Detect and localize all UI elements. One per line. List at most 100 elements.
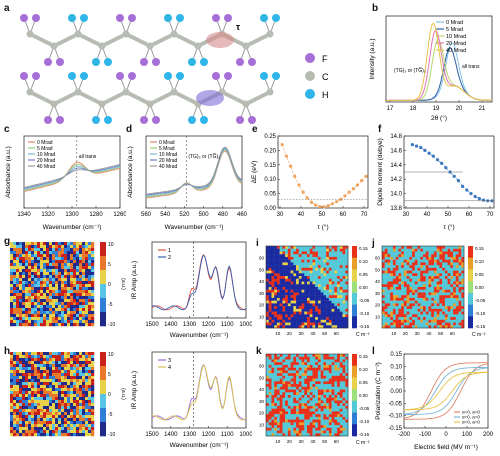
g-map-cell bbox=[16, 263, 20, 267]
h-map-cell bbox=[61, 430, 65, 434]
j-map-cell bbox=[395, 311, 399, 315]
g-map-cell bbox=[34, 284, 38, 288]
g-map-cell bbox=[22, 272, 26, 276]
j-map-cell bbox=[439, 276, 443, 279]
k-map-cell bbox=[307, 370, 310, 374]
h-map-cell bbox=[73, 412, 77, 416]
i-xtick-label: 40 bbox=[310, 331, 316, 336]
h-map-cell bbox=[10, 388, 14, 392]
h-map-cell bbox=[61, 418, 65, 422]
g-map-cell bbox=[22, 257, 26, 261]
k-map-cell bbox=[345, 427, 349, 431]
h-map-cell bbox=[88, 433, 92, 437]
i-map-cell bbox=[309, 292, 313, 296]
g-map-cell bbox=[79, 245, 83, 249]
j-map-cell bbox=[387, 262, 391, 266]
k-map-cell bbox=[317, 419, 321, 423]
j-map-cell bbox=[423, 256, 426, 260]
j-map-cell bbox=[417, 311, 421, 315]
carbon-atom bbox=[266, 30, 274, 38]
i-map-cell bbox=[328, 300, 332, 304]
j-map-cell bbox=[387, 287, 391, 290]
k-map-cell bbox=[301, 386, 305, 390]
i-map-cell bbox=[279, 248, 283, 252]
g-map-cell bbox=[22, 308, 26, 312]
h-map-cell bbox=[91, 418, 95, 422]
g-map-cell bbox=[88, 248, 92, 252]
j-map-cell bbox=[436, 284, 440, 288]
side-atom bbox=[164, 72, 172, 80]
i-map-cell bbox=[293, 254, 297, 258]
h-map-cell bbox=[58, 412, 62, 416]
h-map-cell bbox=[91, 406, 95, 410]
k-map-cell bbox=[301, 400, 305, 404]
j-map-cell bbox=[458, 325, 462, 329]
h-map-cell bbox=[91, 361, 95, 365]
i-map-cell bbox=[296, 317, 299, 320]
h-map-cell bbox=[43, 403, 47, 407]
g-map-cell bbox=[34, 260, 38, 264]
h-map-cell bbox=[55, 400, 59, 404]
j-map-cell bbox=[442, 251, 446, 255]
h-map-cell bbox=[13, 391, 17, 395]
j-map-cell bbox=[401, 276, 405, 279]
g-map-cell bbox=[55, 263, 59, 267]
h-map-cell bbox=[16, 421, 20, 425]
g-map-cell bbox=[19, 284, 23, 288]
g-map-cell bbox=[91, 260, 95, 264]
h-map-cell bbox=[10, 376, 14, 380]
j-map-cell bbox=[398, 254, 402, 258]
side-atom bbox=[152, 116, 160, 124]
i-map-cell bbox=[312, 246, 316, 249]
i-map-cell bbox=[331, 262, 335, 266]
k-map-cell bbox=[315, 397, 319, 401]
i-map-cell bbox=[290, 278, 294, 282]
k-map-cell bbox=[328, 419, 332, 423]
j-map-cell bbox=[417, 251, 421, 255]
k-map-cell bbox=[326, 411, 330, 415]
j-map-cell bbox=[433, 306, 437, 310]
h-map-cell bbox=[43, 382, 47, 386]
i-map-cell bbox=[323, 254, 327, 258]
j-map-cell bbox=[395, 317, 399, 320]
h-map-cell bbox=[64, 373, 68, 377]
g-map-cell bbox=[25, 314, 29, 318]
k-map-cell bbox=[328, 414, 332, 418]
g-map-cell bbox=[64, 254, 68, 258]
h-map-cell bbox=[82, 388, 86, 392]
j-map-cell bbox=[398, 281, 402, 285]
h-map-cell bbox=[64, 421, 68, 425]
h-map-cell bbox=[13, 385, 17, 389]
j-map-cell bbox=[382, 265, 385, 269]
k-map-cell bbox=[290, 427, 294, 431]
i-map-cell bbox=[320, 289, 324, 293]
i-map-cell bbox=[304, 278, 308, 282]
k-map-cell bbox=[274, 386, 278, 390]
i-map-cell bbox=[293, 295, 297, 299]
k-map-cell bbox=[293, 419, 297, 423]
g-colorbar-label: 5 bbox=[108, 262, 111, 268]
g-map-cell bbox=[58, 245, 62, 249]
i-map-cell bbox=[323, 278, 327, 282]
h-map-cell bbox=[91, 403, 95, 407]
j-map-cell bbox=[453, 314, 456, 318]
k-map-cell bbox=[326, 405, 330, 409]
g-map-cell bbox=[25, 290, 29, 294]
k-map-cell bbox=[266, 381, 269, 385]
k-map-cell bbox=[304, 433, 308, 437]
j-map-cell bbox=[387, 251, 391, 255]
j-map-cell bbox=[453, 246, 456, 249]
k-map-cell bbox=[276, 395, 280, 398]
k-map-cell bbox=[317, 378, 321, 382]
i-map-cell bbox=[317, 295, 321, 299]
j-map-cell bbox=[447, 259, 451, 263]
i-map-cell bbox=[266, 270, 269, 274]
i-map-cell bbox=[287, 287, 291, 290]
i-map-cell bbox=[298, 284, 302, 288]
j-map-cell bbox=[392, 267, 396, 271]
k-map-cell bbox=[339, 378, 343, 382]
i-map-cell bbox=[315, 319, 319, 323]
h-map-cell bbox=[70, 400, 74, 404]
h-map-cell bbox=[82, 361, 86, 365]
g-map-cell bbox=[34, 242, 38, 246]
